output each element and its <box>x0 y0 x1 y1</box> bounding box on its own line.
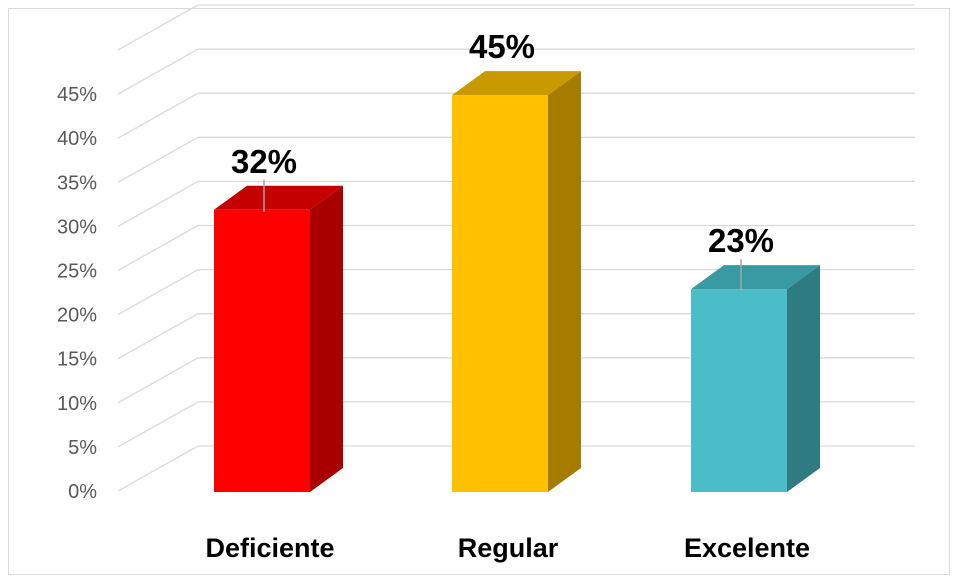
y-tick-label: 30% <box>57 216 97 238</box>
bar-excelente <box>691 265 820 492</box>
y-tick-label: 20% <box>57 305 97 327</box>
data-label: 23% <box>708 222 774 292</box>
y-tick-label: 15% <box>57 349 97 371</box>
bar-regular <box>452 71 581 492</box>
data-label: 45% <box>469 28 535 65</box>
y-tick-label: 25% <box>57 261 97 283</box>
svg-text:32%: 32% <box>231 143 297 180</box>
category-label: Excelente <box>684 533 810 563</box>
data-label: 32% <box>231 143 297 212</box>
gridline <box>117 4 915 51</box>
y-tick-label: 45% <box>57 84 97 106</box>
y-tick-label: 5% <box>68 437 97 459</box>
y-tick-label: 0% <box>68 481 97 503</box>
svg-text:23%: 23% <box>708 222 774 259</box>
svg-text:45%: 45% <box>469 28 535 65</box>
category-label: Deficiente <box>205 533 334 563</box>
bar-deficiente <box>214 185 343 492</box>
y-tick-label: 10% <box>57 393 97 415</box>
gridline <box>117 48 915 95</box>
category-label: Regular <box>458 533 559 563</box>
y-tick-label: 40% <box>57 128 97 150</box>
y-tick-label: 35% <box>57 172 97 194</box>
